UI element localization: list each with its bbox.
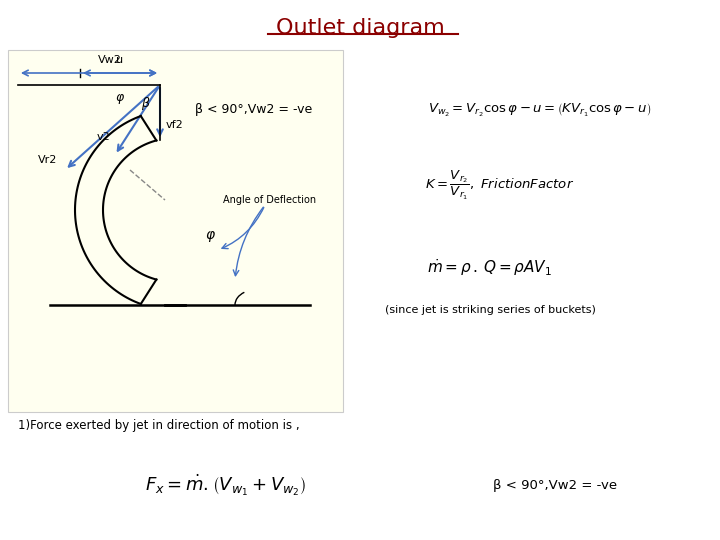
Text: u: u (117, 55, 124, 65)
Text: (since jet is striking series of buckets): (since jet is striking series of buckets… (384, 305, 595, 315)
Text: Vw2: Vw2 (98, 55, 122, 65)
Text: φ: φ (116, 91, 124, 104)
Text: $\dot{m} = \rho\,.\,Q = \rho A V_1$: $\dot{m} = \rho\,.\,Q = \rho A V_1$ (428, 258, 552, 279)
Text: β < 90°,Vw2 = -ve: β < 90°,Vw2 = -ve (493, 478, 617, 491)
Text: β: β (141, 97, 149, 110)
Text: Vr2: Vr2 (37, 155, 57, 165)
Text: v2: v2 (96, 132, 110, 142)
Text: Outlet diagram: Outlet diagram (276, 18, 444, 38)
Text: 1)Force exerted by jet in direction of motion is ,: 1)Force exerted by jet in direction of m… (18, 418, 300, 431)
Text: β < 90°,Vw2 = -ve: β < 90°,Vw2 = -ve (195, 104, 312, 117)
Bar (8, 50, 343, 412)
Text: $K = \dfrac{V_{r_2}}{V_{r_1}},\ FrictionFactor$: $K = \dfrac{V_{r_2}}{V_{r_1}},\ Friction… (426, 168, 575, 201)
Text: $F_x = \dot{m}.\left(V_{w_1} + V_{w_2}\right)$: $F_x = \dot{m}.\left(V_{w_1} + V_{w_2}\r… (145, 472, 305, 498)
Text: Angle of Deflection: Angle of Deflection (223, 195, 317, 205)
Text: φ: φ (205, 228, 215, 242)
Text: $V_{w_2} = V_{r_2}\cos\varphi - u = \left(KV_{r_1}\cos\varphi - u\right)$: $V_{w_2} = V_{r_2}\cos\varphi - u = \lef… (428, 102, 652, 118)
Text: vf2: vf2 (166, 120, 184, 130)
